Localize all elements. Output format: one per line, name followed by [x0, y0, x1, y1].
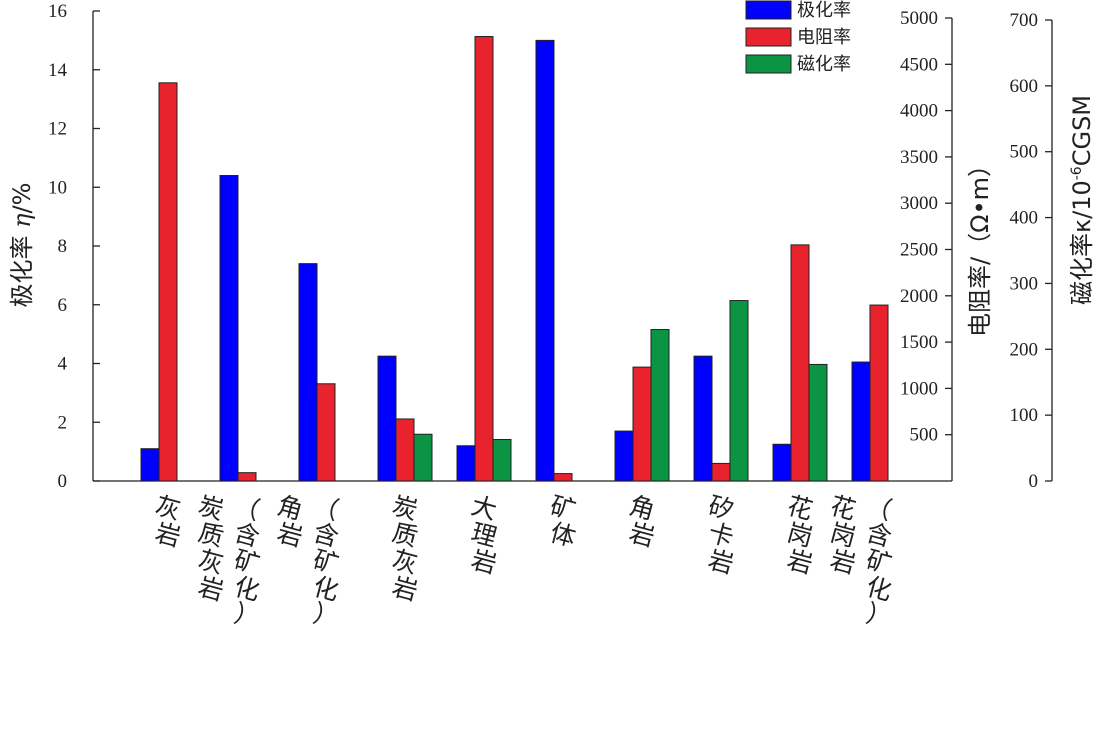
left-tick-label: 2 — [58, 412, 68, 433]
bar-susceptibility — [413, 433, 433, 482]
category-label: 花岗岩 — [784, 491, 816, 579]
bar-polarizability — [851, 361, 871, 482]
bar-resistivity — [711, 462, 731, 482]
resistivity-tick-label: 3500 — [900, 147, 938, 168]
resistivity-tick-label: 2500 — [900, 240, 938, 261]
resistivity-tick-label: 3000 — [900, 193, 938, 214]
bar-susceptibility — [729, 300, 749, 482]
category-char: 岩 — [389, 572, 421, 606]
left-tick-label: 8 — [58, 236, 68, 257]
left-tick-label: 14 — [48, 60, 68, 81]
category-label: 灰岩 — [152, 491, 184, 552]
category-char: ） — [310, 599, 342, 633]
bar-polarizability — [219, 175, 239, 482]
category-char: ） — [231, 599, 263, 633]
susceptibility-tick-label: 500 — [1010, 142, 1039, 163]
category-char: 岩 — [274, 518, 306, 552]
category-char: 体 — [547, 518, 579, 552]
bar-polarizability — [693, 355, 713, 482]
bar-resistivity — [632, 366, 652, 482]
category-label: 矽卡岩 — [705, 491, 737, 579]
susceptibility-tick-label: 700 — [1010, 10, 1039, 31]
resistivity-tick-label: 5000 — [900, 8, 938, 29]
bar-polarizability — [772, 443, 792, 482]
legend-label: 磁化率 — [797, 54, 851, 75]
bar-polarizability — [456, 445, 476, 482]
left-axis-title: 极化率 η/% — [8, 183, 36, 308]
category-label: 角岩 — [626, 491, 658, 552]
resistivity-tick-label: 4500 — [900, 54, 938, 75]
category-char: 岩 — [626, 518, 658, 552]
bar-polarizability — [298, 263, 318, 482]
category-char: 岩 — [468, 545, 500, 579]
left-tick-label: 6 — [58, 295, 68, 316]
category-char: 岩 — [705, 545, 737, 579]
category-char: 岩 — [784, 545, 816, 579]
legend-swatch — [745, 0, 792, 20]
bar-resistivity — [869, 304, 889, 482]
susceptibility-axis: 0 100 200 300 400 500 600 700 — [1010, 10, 1053, 492]
susceptibility-tick-label: 300 — [1010, 273, 1039, 294]
susceptibility-axis-title: 磁化率κ/10-6CGSM — [1068, 95, 1096, 305]
resistivity-tick-label: 1000 — [900, 378, 938, 399]
legend-swatch — [745, 54, 792, 74]
bar-polarizability — [535, 39, 555, 482]
legend-swatch — [745, 27, 792, 47]
resistivity-tick-label: 2000 — [900, 286, 938, 307]
resistivity-axis: 500 1000 1500 2000 2500 3000 3500 4000 4500 5000 — [900, 8, 953, 481]
bar-resistivity — [395, 418, 415, 482]
bar-polarizability — [377, 355, 397, 482]
bar-resistivity — [474, 36, 494, 482]
category-label: （含矿化）花岗岩 — [827, 491, 895, 633]
left-tick-label: 10 — [48, 177, 67, 198]
left-tick-label: 16 — [48, 1, 67, 22]
bar-resistivity — [158, 82, 178, 482]
susceptibility-tick-label: 600 — [1010, 76, 1039, 97]
susceptibility-tick-label: 0 — [1029, 471, 1039, 492]
bar-resistivity — [790, 244, 810, 482]
bar-polarizability — [614, 430, 634, 482]
left-tick-label: 12 — [48, 119, 67, 140]
category-char: ） — [863, 599, 895, 633]
left-tick-label: 4 — [58, 354, 68, 375]
susceptibility-tick-label: 200 — [1010, 339, 1039, 360]
susceptibility-tick-label: 400 — [1010, 208, 1039, 229]
bar-resistivity — [553, 473, 573, 482]
resistivity-axis-title: 电阻率/（Ω•m） — [966, 153, 994, 337]
bar-susceptibility — [492, 439, 512, 482]
category-char: 岩 — [195, 572, 227, 606]
category-label: 大理岩 — [468, 491, 500, 579]
category-char: 岩 — [827, 545, 859, 579]
bar-susceptibility — [808, 363, 828, 482]
left-tick-label: 0 — [58, 471, 68, 492]
bar-susceptibility — [650, 329, 670, 482]
category-char: 岩 — [152, 518, 184, 552]
susceptibility-tick-label: 100 — [1010, 405, 1039, 426]
category-label: （含矿化）角岩 — [274, 491, 342, 633]
resistivity-tick-label: 1500 — [900, 332, 938, 353]
legend-label: 电阻率 — [797, 27, 851, 48]
bar-resistivity — [237, 472, 257, 482]
legend-label: 极化率 — [797, 0, 851, 21]
bar-polarizability — [140, 448, 160, 482]
bars — [140, 36, 889, 482]
category-label: 矿体 — [547, 491, 579, 552]
bar-resistivity — [316, 383, 336, 482]
resistivity-tick-label: 500 — [910, 425, 939, 446]
resistivity-tick-label: 4000 — [900, 101, 938, 122]
